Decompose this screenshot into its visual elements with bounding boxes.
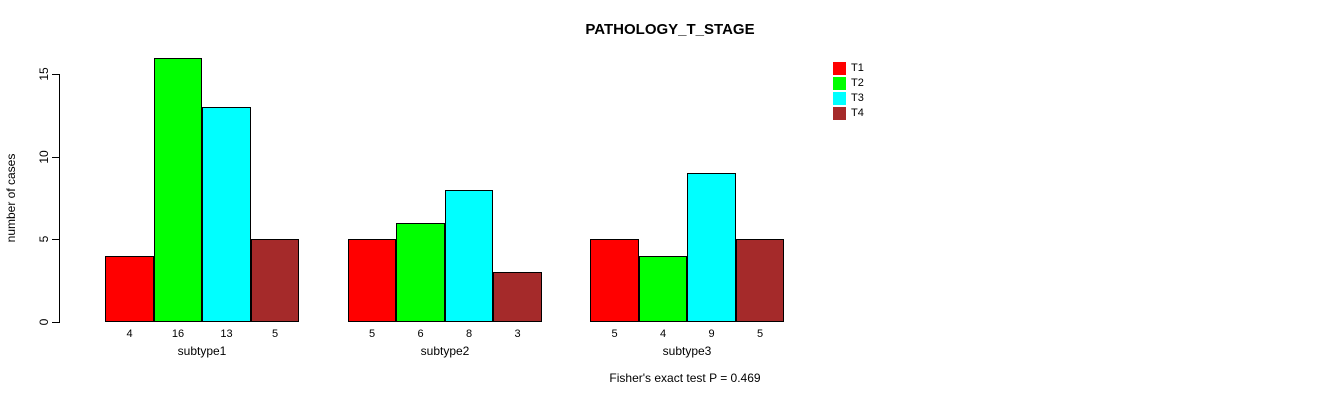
bar-value-label: 5 [271, 328, 279, 340]
bar-value-label: 16 [171, 328, 185, 340]
bar-value-label: 5 [756, 328, 764, 340]
legend-swatch-T2 [833, 77, 846, 90]
bar-value-label: 5 [368, 328, 376, 340]
x-category-label: subtype3 [662, 344, 712, 358]
bar-subtype2-T1 [348, 239, 396, 322]
x-category-label: subtype1 [177, 344, 227, 358]
bar-subtype3-T4 [736, 239, 784, 322]
legend-label: T1 [851, 62, 864, 74]
bar-subtype3-T3 [687, 173, 736, 322]
bar-subtype1-T1 [105, 256, 154, 322]
bar-subtype3-T1 [590, 239, 639, 322]
bar-subtype1-T4 [251, 239, 299, 322]
bar-value-label: 5 [611, 328, 618, 340]
bar-subtype2-T3 [445, 190, 493, 322]
y-axis-tick-label: 15 [37, 67, 51, 81]
bar-subtype1-T2 [154, 58, 202, 322]
bar-value-label: 13 [220, 328, 233, 340]
y-axis-label: number of cases [4, 153, 18, 243]
legend-swatch-T1 [833, 62, 846, 75]
bar-value-label: 4 [659, 328, 667, 340]
bar-value-label: 6 [417, 328, 424, 340]
x-category-label: subtype2 [420, 344, 470, 358]
y-axis-tick-label: 5 [37, 235, 51, 243]
bar-value-label: 8 [465, 328, 473, 340]
bar-subtype3-T2 [639, 256, 687, 322]
bar-value-label: 3 [514, 328, 521, 340]
legend-item-T3: T3 [833, 91, 864, 106]
legend-label: T3 [851, 92, 864, 104]
bar-subtype1-T3 [202, 107, 251, 322]
bar-subtype2-T2 [396, 223, 445, 322]
legend-label: T4 [851, 107, 864, 119]
bar-subtype2-T4 [493, 272, 542, 322]
legend-swatch-T3 [833, 92, 846, 105]
y-axis-tick [52, 239, 59, 240]
y-axis-tick-label: 0 [37, 318, 51, 326]
legend: T1 T2 T3 T4 [833, 61, 864, 121]
annotation-text: Fisher's exact test P = 0.469 [609, 371, 761, 385]
legend-item-T2: T2 [833, 76, 864, 91]
legend-item-T1: T1 [833, 61, 864, 76]
chart-title: PATHOLOGY_T_STAGE [585, 21, 755, 38]
y-axis-tick [52, 74, 59, 75]
y-axis-tick [52, 322, 59, 323]
y-axis-tick [52, 157, 59, 158]
legend-label: T2 [851, 77, 864, 89]
y-axis-line [59, 74, 60, 323]
y-axis-tick-label: 10 [37, 150, 51, 164]
legend-item-T4: T4 [833, 106, 864, 121]
bar-value-label: 4 [126, 328, 133, 340]
legend-swatch-T4 [833, 107, 846, 120]
bar-value-label: 9 [708, 328, 715, 340]
